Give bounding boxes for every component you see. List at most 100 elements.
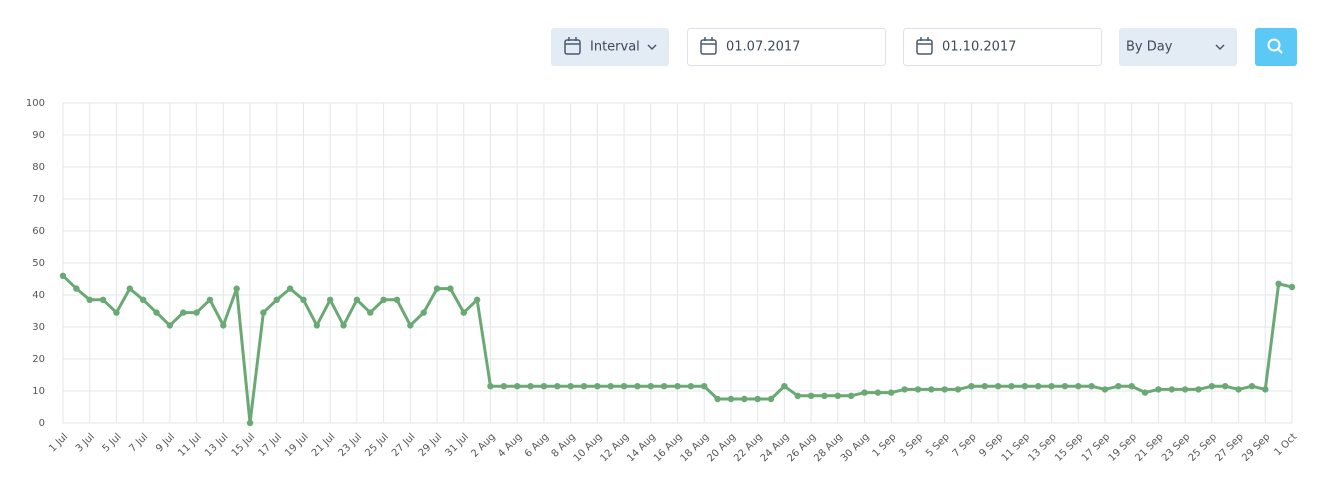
y-tick-label: 10 — [32, 386, 45, 397]
x-tick-label: 20 Aug — [705, 431, 738, 464]
data-point — [1048, 383, 1055, 390]
data-point — [714, 395, 721, 403]
data-point — [233, 285, 240, 292]
x-tick-label: 29 Jul — [417, 431, 445, 459]
data-point — [994, 383, 1002, 390]
y-tick-label: 90 — [32, 130, 45, 141]
data-point — [367, 309, 374, 316]
data-point — [1181, 386, 1189, 393]
data-point — [807, 392, 815, 399]
x-tick-label: 5 Sep — [924, 431, 952, 459]
x-tick-label: 13 Sep — [1026, 431, 1058, 463]
x-tick-label: 7 Sep — [951, 431, 979, 459]
data-point — [220, 322, 227, 329]
calendar-icon — [564, 37, 581, 55]
data-point — [928, 386, 935, 393]
data-point — [113, 309, 120, 316]
data-point — [1141, 389, 1149, 396]
x-tick-label: 23 Sep — [1160, 431, 1192, 463]
date-to-input[interactable]: 01.10.2017 — [903, 28, 1102, 66]
y-tick-label: 70 — [32, 194, 45, 205]
button-box[interactable] — [1255, 28, 1297, 66]
controls: Interval 01.07.2017 01.10.2017 By Day — [551, 28, 1297, 66]
x-tick-label: 31 Jul — [443, 431, 471, 459]
data-point — [727, 395, 735, 403]
input-box[interactable] — [687, 28, 886, 66]
search-button[interactable] — [1255, 28, 1297, 66]
data-point — [433, 285, 441, 292]
input-box[interactable] — [903, 28, 1102, 66]
data-point — [954, 386, 962, 393]
data-point — [968, 383, 975, 390]
data-point — [834, 392, 842, 399]
data-point — [874, 389, 882, 396]
data-point — [1075, 383, 1082, 390]
data-point — [86, 296, 93, 303]
y-tick-label: 0 — [39, 418, 45, 429]
data-point — [888, 389, 895, 396]
data-point — [273, 296, 280, 303]
data-point — [153, 309, 160, 316]
x-tick-label: 3 Jul — [74, 431, 97, 454]
data-point — [794, 392, 801, 399]
data-point — [914, 386, 922, 393]
data-point — [1168, 386, 1175, 393]
data-point — [607, 383, 614, 390]
x-tick-label: 30 Aug — [839, 431, 872, 464]
data-point — [981, 383, 988, 390]
x-tick-label: 3 Sep — [897, 431, 925, 459]
data-point — [1235, 386, 1242, 393]
x-tick-label: 16 Aug — [652, 431, 685, 464]
data-point — [393, 296, 401, 303]
data-point — [1208, 383, 1216, 390]
data-point — [901, 386, 908, 393]
x-tick-label: 27 Jul — [390, 431, 418, 459]
dropdown-box[interactable] — [551, 28, 669, 66]
data-point — [674, 383, 681, 390]
data-point — [741, 395, 748, 403]
y-tick-label: 50 — [32, 258, 45, 269]
data-point — [660, 383, 668, 390]
data-point — [1275, 280, 1282, 287]
chevron-icon — [647, 44, 657, 51]
x-tick-label: 1 Sep — [871, 431, 899, 459]
x-tick-label: 25 Jul — [363, 431, 391, 459]
x-tick-label: 13 Jul — [203, 431, 231, 459]
dropdown-box[interactable] — [1119, 28, 1237, 66]
data-point — [193, 309, 200, 316]
x-tick-label: 19 Sep — [1107, 431, 1139, 463]
data-point — [407, 322, 414, 329]
x-tick-label: 5 Jul — [101, 431, 124, 454]
search-icon-handle — [1277, 48, 1283, 54]
x-tick-label: 12 Aug — [598, 431, 631, 464]
granularity-dropdown[interactable]: By Day — [1119, 28, 1237, 66]
data-point — [286, 285, 294, 292]
data-point — [166, 322, 174, 329]
data-point — [1262, 386, 1269, 393]
data-point — [206, 296, 214, 303]
data-point — [139, 296, 147, 303]
data-point — [460, 309, 467, 316]
data-point — [180, 309, 187, 316]
search-icon — [1267, 38, 1281, 52]
data-point — [1155, 386, 1162, 393]
data-point — [513, 383, 521, 390]
data-point — [767, 395, 775, 403]
calendar-icon — [700, 37, 717, 55]
data-point — [380, 296, 387, 303]
x-tick-label: 9 Jul — [154, 431, 177, 454]
dropdown-label: By Day — [1126, 40, 1173, 55]
x-tick-label: 1 Oct — [1272, 431, 1299, 458]
data-point — [687, 383, 695, 390]
data-point — [781, 383, 788, 390]
y-tick-label: 20 — [32, 354, 45, 365]
data-point — [326, 296, 334, 303]
date-from-input[interactable]: 01.07.2017 — [687, 28, 886, 66]
data-point — [1288, 283, 1296, 291]
data-point — [473, 296, 481, 303]
data-point — [754, 395, 761, 403]
data-point — [580, 383, 588, 390]
interval-dropdown[interactable]: Interval — [551, 28, 669, 66]
data-point — [313, 322, 321, 329]
data-point — [246, 419, 254, 427]
